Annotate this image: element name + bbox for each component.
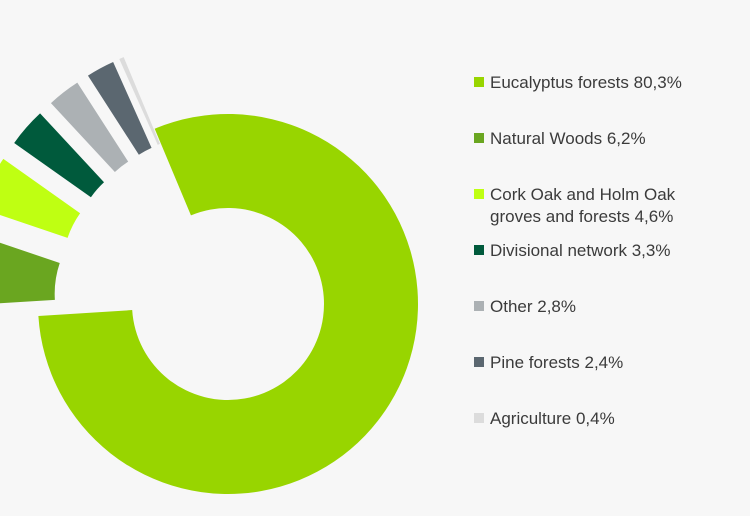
legend-item-other: Other 2,8% — [474, 296, 744, 318]
legend-item-eucalyptus: Eucalyptus forests 80,3% — [474, 72, 744, 94]
slice-pine-forests — [87, 62, 152, 155]
legend-label: Eucalyptus forests 80,3% — [490, 73, 682, 92]
slice-divisional-network — [14, 113, 105, 198]
legend-item-natural-woods: Natural Woods 6,2% — [474, 128, 744, 150]
legend-swatch — [474, 189, 484, 199]
legend-label: Natural Woods 6,2% — [490, 129, 646, 148]
slice-natural-woods — [0, 242, 60, 304]
legend-label: Other 2,8% — [490, 297, 576, 316]
legend-label: Pine forests 2,4% — [490, 353, 624, 372]
slice-cork-oak-and-holm-oak-groves-and-forests — [0, 158, 81, 238]
legend-swatch — [474, 133, 484, 143]
legend-swatch — [474, 245, 484, 255]
legend-item-divisional-network: Divisional network 3,3% — [474, 240, 744, 262]
legend-swatch — [474, 413, 484, 423]
slice-other — [50, 82, 129, 173]
donut-chart — [0, 57, 419, 495]
legend-swatch — [474, 301, 484, 311]
legend-item-pine-forests: Pine forests 2,4% — [474, 352, 744, 374]
legend-item-cork-oak: Cork Oak and Holm Oak groves and forests… — [474, 184, 744, 228]
legend-label: Divisional network 3,3% — [490, 241, 671, 260]
legend-item-agriculture: Agriculture 0,4% — [474, 408, 744, 430]
legend-swatch — [474, 77, 484, 87]
legend-label: Cork Oak and Holm Oak groves and forests… — [490, 185, 676, 226]
legend-swatch — [474, 357, 484, 367]
legend-label: Agriculture 0,4% — [490, 409, 615, 428]
slice-agriculture — [119, 57, 160, 145]
slice-eucalyptus-forests — [38, 114, 419, 495]
